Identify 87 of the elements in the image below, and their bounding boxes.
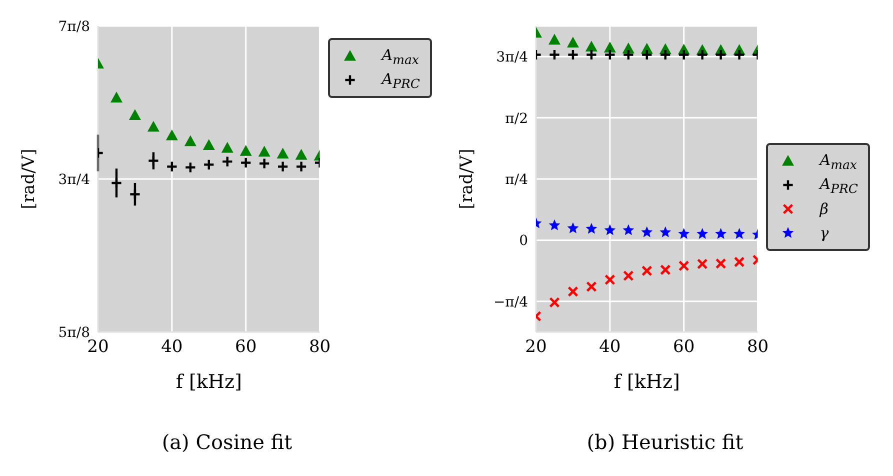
x-tick-label: 40 <box>161 337 183 358</box>
point <box>184 135 196 146</box>
legend-label: γ <box>820 224 829 242</box>
y-tick-label: 3π/4 <box>496 50 528 66</box>
point <box>240 156 252 169</box>
point <box>604 224 616 236</box>
point <box>604 48 616 61</box>
point <box>221 156 234 168</box>
point <box>734 256 745 268</box>
point <box>604 42 616 52</box>
point <box>567 48 579 61</box>
point <box>678 228 690 239</box>
point <box>166 129 178 140</box>
x-tick-label: 60 <box>235 337 257 358</box>
point <box>548 219 560 230</box>
point <box>549 296 560 308</box>
text: (b) Heuristic fit <box>586 430 744 454</box>
point <box>696 48 708 61</box>
x-tick-label: 20 <box>87 337 109 358</box>
point <box>714 48 727 61</box>
point <box>659 48 672 61</box>
point <box>678 48 690 61</box>
y-tick-label: π/2 <box>505 110 528 127</box>
point <box>202 158 215 171</box>
point <box>548 48 560 61</box>
y-tick-label: 7π/8 <box>58 18 90 35</box>
point <box>128 109 141 120</box>
point <box>567 222 579 234</box>
y-tick-label: −π/4 <box>493 294 528 310</box>
point <box>566 36 579 48</box>
point <box>240 145 252 156</box>
point <box>184 161 196 174</box>
x-tick-label: 60 <box>673 337 695 358</box>
point <box>586 222 598 234</box>
legend-label: A$_{PRC}$ <box>382 70 420 90</box>
point <box>604 274 616 286</box>
point <box>276 160 289 173</box>
point <box>568 286 578 297</box>
x-axis-title: f [kHz] <box>176 371 242 393</box>
point <box>586 281 597 292</box>
point <box>585 40 598 52</box>
x-tick-label: 80 <box>308 337 331 358</box>
y-axis-title: [rad/V] <box>457 148 478 210</box>
legend-label: A$_{max}$ <box>382 46 419 66</box>
y-tick-label: π/4 <box>505 172 528 188</box>
point <box>548 34 560 45</box>
point <box>622 48 634 61</box>
point <box>276 148 289 159</box>
point <box>586 48 598 61</box>
point <box>295 160 308 173</box>
point <box>129 188 141 200</box>
legend-label: A$_{max}$ <box>820 150 857 172</box>
point <box>202 139 215 150</box>
x-axis-title: f [kHz] <box>614 371 680 393</box>
x-tick-label: 80 <box>746 337 769 358</box>
point <box>295 148 308 160</box>
point <box>715 228 727 239</box>
point <box>110 177 122 189</box>
point <box>696 228 708 239</box>
y-tick-label: 3π/4 <box>58 172 90 188</box>
point <box>715 258 726 269</box>
point <box>641 265 652 276</box>
y-tick-label: 0 <box>519 233 528 250</box>
point <box>734 228 745 239</box>
y-tick-label: 5π/8 <box>58 324 90 341</box>
legend-label: A$_{PRC}$ <box>820 174 858 196</box>
point <box>641 226 653 238</box>
point <box>660 226 672 238</box>
point <box>696 258 708 270</box>
point <box>148 154 160 167</box>
point <box>221 142 234 153</box>
point <box>258 146 270 157</box>
point <box>258 158 270 170</box>
point <box>733 48 746 61</box>
point <box>623 270 634 282</box>
y-axis-title: [rad/V] <box>19 148 40 210</box>
point <box>640 48 653 61</box>
legend-label: β <box>820 200 828 218</box>
point <box>147 120 160 132</box>
text: (a) Cosine fit <box>160 430 294 454</box>
point <box>166 160 178 173</box>
point <box>678 260 690 272</box>
x-tick-label: 20 <box>525 337 547 358</box>
point <box>110 92 122 102</box>
x-tick-label: 40 <box>599 337 621 358</box>
point <box>660 264 671 276</box>
point <box>622 224 634 236</box>
